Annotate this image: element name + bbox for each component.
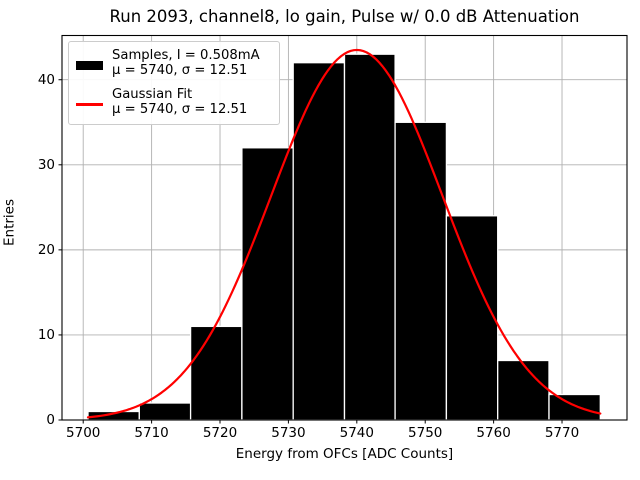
fit-swatch	[76, 103, 103, 106]
x-axis-label: Energy from OFCs [ADC Counts]	[235, 446, 454, 462]
fit-swatch-column	[76, 100, 103, 106]
chart-title: Run 2093, channel8, lo gain, Pulse w/ 0.…	[109, 7, 580, 26]
x-tick-label: 5770	[544, 425, 580, 441]
x-tick-label: 5760	[476, 425, 511, 441]
y-tick-label: 10	[37, 326, 55, 343]
histogram-bar	[189, 325, 243, 421]
legend-samples-stats: μ = 5740, σ = 12.51	[112, 62, 248, 78]
x-tick-label: 5750	[408, 425, 443, 441]
plot-frame	[61, 34, 628, 421]
x-tick-label: 5730	[271, 425, 306, 441]
histogram-bar	[445, 215, 499, 421]
histogram-bar	[292, 62, 346, 421]
histogram-bar	[394, 121, 448, 421]
x-tick-label: 5700	[66, 425, 101, 441]
y-tick-label: 0	[46, 412, 55, 428]
histogram-bar	[343, 53, 396, 421]
histogram-bar	[497, 359, 550, 421]
y-tick-label: 30	[37, 156, 55, 173]
legend: Samples, I = 0.508mA μ = 5740, σ = 12.51…	[68, 41, 280, 126]
legend-samples-label: Samples, I = 0.508mA	[112, 48, 260, 63]
legend-entry-samples: Samples, I = 0.508mA μ = 5740, σ = 12.51	[76, 48, 273, 78]
y-tick-label: 20	[37, 241, 55, 258]
samples-swatch-column	[76, 58, 103, 70]
x-tick-label: 5710	[134, 425, 169, 441]
histogram-bar	[548, 393, 601, 421]
x-tick-label: 5720	[202, 425, 238, 441]
legend-fit-label: Gaussian Fit	[112, 87, 193, 103]
y-tick-label: 40	[37, 71, 55, 88]
gaussian-fit-curve	[86, 48, 602, 419]
legend-entry-gaussian-fit: Gaussian Fit μ = 5740, σ = 12.51	[76, 88, 273, 117]
histogram-bar	[241, 147, 294, 421]
legend-fit-stats: μ = 5740, σ = 12.51	[112, 101, 248, 117]
histogram-bar	[138, 402, 192, 421]
samples-swatch	[76, 60, 103, 70]
x-tick-label: 5740	[339, 425, 374, 441]
